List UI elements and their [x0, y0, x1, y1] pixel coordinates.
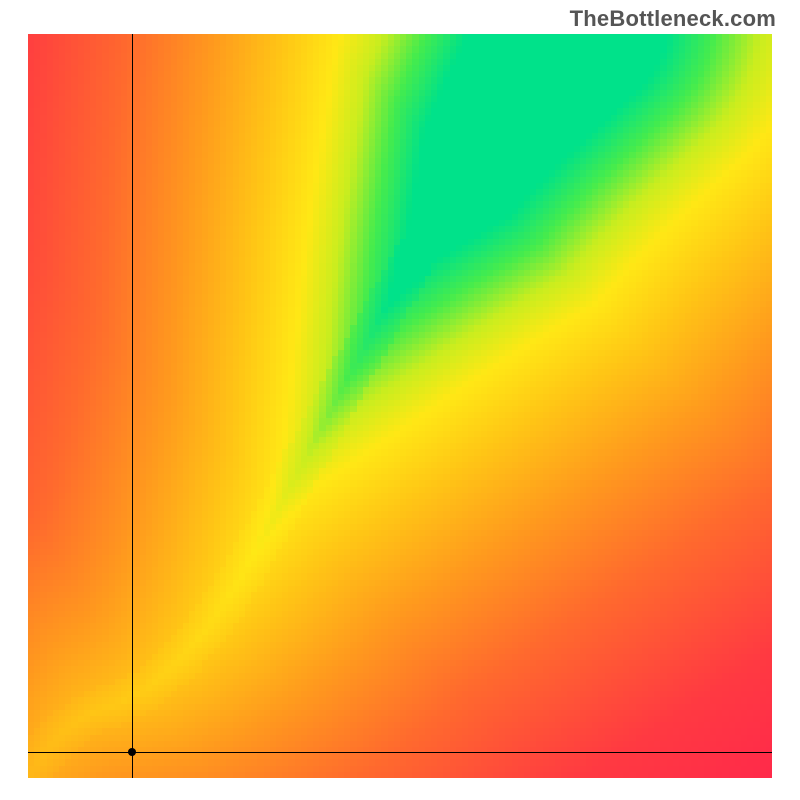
- crosshair-horizontal: [28, 752, 772, 753]
- bottleneck-heatmap: [28, 34, 772, 778]
- crosshair-vertical: [132, 34, 133, 778]
- heatmap-canvas: [28, 34, 772, 778]
- crosshair-marker: [128, 748, 136, 756]
- watermark-text: TheBottleneck.com: [570, 6, 776, 32]
